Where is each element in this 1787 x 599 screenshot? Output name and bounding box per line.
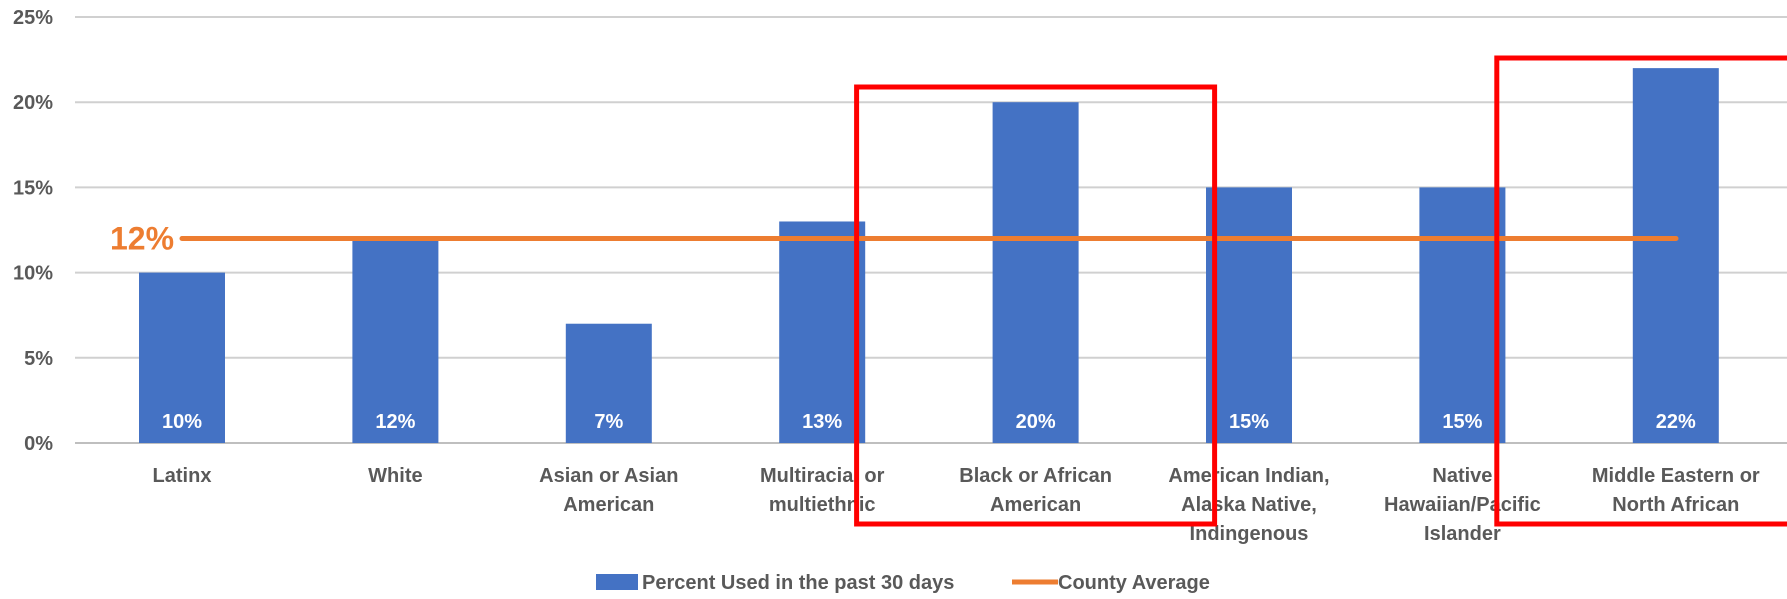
- bar: [139, 272, 225, 443]
- category-label: Latinx: [153, 465, 212, 487]
- category-label-line: American: [990, 494, 1081, 516]
- y-tick-label: 15%: [13, 177, 53, 199]
- category-label: Middle Eastern or North African: [1592, 465, 1760, 516]
- bar: [779, 221, 866, 443]
- highlight-boxes: [854, 55, 1787, 527]
- category-labels: Latinx White Asian or Asian American Multira…: [153, 465, 1760, 545]
- category-label-line: Islander: [1424, 523, 1501, 545]
- category-label-line: Indingenous: [1190, 523, 1309, 545]
- bar: [565, 323, 652, 443]
- data-labels: 10% 12% 7% 13% 20% 15% 15% 22%: [162, 411, 1696, 433]
- bar: [1206, 187, 1292, 443]
- category-label-line: White: [368, 465, 422, 487]
- category-label: White: [368, 465, 422, 487]
- legend-label: Percent Used in the past 30 days: [642, 572, 954, 594]
- legend: Percent Used in the past 30 days County A…: [596, 572, 1210, 594]
- category-label-line: American: [563, 494, 654, 516]
- bars: [139, 68, 1719, 444]
- county-average-label: 12%: [110, 221, 174, 257]
- bar: [992, 102, 1079, 443]
- category-label-line: Multiracial or: [760, 465, 885, 487]
- bar-data-label: 22%: [1656, 411, 1696, 433]
- bar-data-label: 10%: [162, 411, 202, 433]
- bar-data-label: 20%: [1016, 411, 1056, 433]
- legend-swatch-bar: [596, 574, 638, 590]
- category-label-line: multiethnic: [769, 494, 876, 516]
- legend-label: County Average: [1058, 572, 1210, 594]
- category-label-line: American Indian,: [1168, 465, 1329, 487]
- category-label: Black or African American: [959, 465, 1112, 516]
- category-label-line: Hawaiian/Pacific: [1384, 494, 1541, 516]
- bar-data-label: 12%: [375, 411, 415, 433]
- highlight-box: [1494, 55, 1787, 527]
- bar-data-label: 7%: [594, 411, 623, 433]
- bar-data-label: 15%: [1229, 411, 1269, 433]
- category-label: Multiracial or multiethnic: [760, 465, 885, 516]
- y-axis-ticks: 0% 5% 10% 15% 20% 25%: [13, 7, 53, 455]
- y-tick-label: 10%: [13, 263, 53, 285]
- category-label-line: Asian or Asian: [539, 465, 678, 487]
- county-average-line-group: 12%: [110, 221, 1679, 257]
- bar-data-label: 15%: [1442, 411, 1482, 433]
- gridlines: [75, 16, 1787, 444]
- highlight-box: [854, 84, 1218, 527]
- y-tick-label: 5%: [24, 348, 53, 370]
- category-label-line: Black or African: [959, 465, 1112, 487]
- category-label: American Indian, Alaska Native, Indingenou…: [1168, 465, 1329, 545]
- bar: [1419, 187, 1506, 443]
- category-label-line: Middle Eastern or: [1592, 465, 1760, 487]
- category-label-line: North African: [1612, 494, 1739, 516]
- bar: [1632, 68, 1719, 444]
- y-tick-label: 20%: [13, 92, 53, 114]
- y-tick-label: 0%: [24, 433, 53, 455]
- bar-data-label: 13%: [802, 411, 842, 433]
- category-label-line: Native: [1432, 465, 1492, 487]
- category-label-line: Alaska Native,: [1181, 494, 1317, 516]
- bar: [352, 238, 439, 443]
- y-tick-label: 25%: [13, 7, 53, 29]
- category-label: Native Hawaiian/Pacific Islander: [1384, 465, 1541, 545]
- category-label: Asian or Asian American: [539, 465, 678, 516]
- category-label-line: Latinx: [153, 465, 212, 487]
